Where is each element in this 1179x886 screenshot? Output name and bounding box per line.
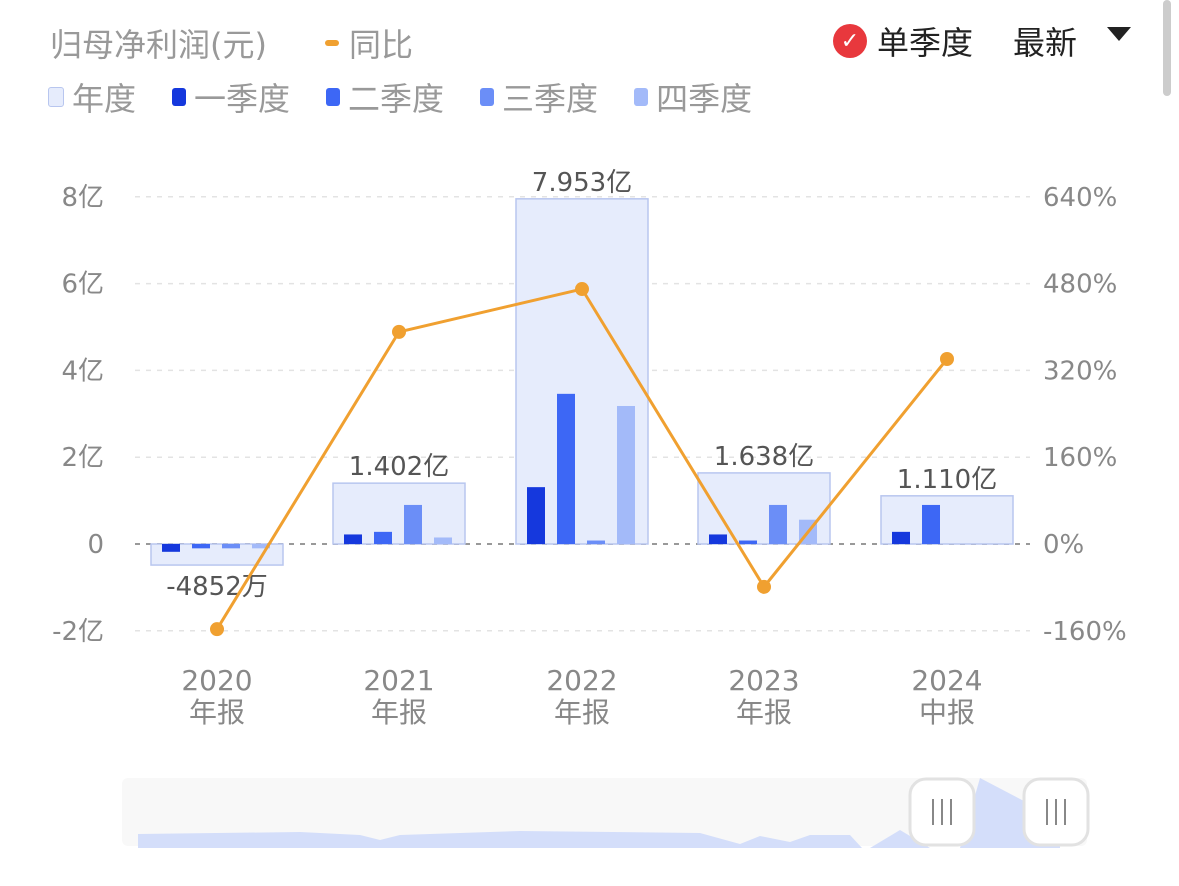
legend-item[interactable]: 年度 [48, 74, 136, 120]
y-right-tick-label: 640% [1043, 183, 1117, 213]
y-right-tick-label: 0% [1043, 530, 1084, 560]
single-quarter-toggle[interactable]: 单季度 [876, 24, 973, 62]
quarter-bar [527, 487, 545, 544]
yoy-point [210, 622, 224, 637]
x-tick-label: 2022 [546, 664, 617, 697]
x-tick-label: 2024 [911, 664, 982, 697]
quarter-bar [922, 504, 940, 544]
chart-title: 归母净利润(元) [50, 26, 267, 64]
legend-item[interactable]: 四季度 [634, 74, 752, 120]
quarter-bar [617, 405, 635, 544]
yoy-point [575, 282, 589, 297]
legend-swatch-icon [634, 88, 649, 106]
quarter-bar [162, 544, 180, 552]
legend-item[interactable]: 二季度 [326, 74, 444, 120]
x-tick-label: 2021 [363, 664, 434, 697]
x-tick-label: 年报 [736, 696, 792, 729]
yoy-point [940, 352, 954, 367]
x-tick-label: 中报 [919, 696, 975, 729]
legend-label: 二季度 [348, 80, 445, 118]
quarter-bar [557, 393, 575, 544]
legend-swatch-icon [480, 88, 495, 106]
line-swatch-icon [325, 40, 339, 46]
y-left-tick-label: 2亿 [61, 443, 104, 473]
quarter-bar [892, 531, 910, 544]
annual-data-label: 1.402亿 [349, 452, 449, 482]
controls: ✓ 单季度 最新 [832, 18, 1131, 64]
period-select[interactable]: 最新 [1012, 24, 1077, 62]
y-left-tick-label: -2亿 [52, 617, 104, 647]
annual-data-label: 1.110亿 [897, 465, 997, 495]
y-right-tick-label: 160% [1043, 443, 1117, 473]
legend-label: 年度 [72, 80, 137, 118]
legend-item[interactable]: 三季度 [480, 74, 598, 120]
yoy-point [392, 324, 406, 339]
quarter-bar [192, 544, 210, 549]
quarter-bar [769, 504, 787, 544]
legend-yoy[interactable]: 同比 [325, 20, 413, 66]
quarter-bar [587, 540, 605, 544]
range-slider[interactable] [122, 777, 1090, 848]
legend: 年度 一季度 二季度 三季度 四季度 [48, 74, 788, 120]
quarter-bar [709, 534, 727, 544]
legend-swatch-icon [48, 87, 64, 107]
quarter-bar [252, 544, 270, 549]
y-left-tick-label: 6亿 [61, 270, 104, 300]
legend-label: 一季度 [194, 80, 291, 118]
y-left-tick-label: 8亿 [61, 183, 104, 213]
y-left-tick-label: 4亿 [61, 356, 104, 386]
y-right-tick-label: 320% [1043, 356, 1117, 386]
check-icon[interactable]: ✓ [832, 24, 867, 58]
y-right-tick-label: -160% [1043, 617, 1127, 647]
quarter-bar [344, 534, 362, 544]
quarter-bar [434, 537, 452, 544]
x-tick-label: 年报 [554, 696, 610, 729]
legend-item[interactable]: 一季度 [172, 74, 290, 120]
x-tick-label: 2023 [728, 664, 799, 697]
legend-swatch-icon [172, 88, 187, 106]
x-tick-label: 年报 [189, 696, 245, 729]
y-left-tick-label: 0 [87, 530, 104, 560]
annual-data-label: 7.953亿 [532, 168, 632, 198]
legend-label: 四季度 [656, 80, 753, 118]
legend-swatch-icon [326, 88, 341, 106]
quarter-bar [404, 504, 422, 544]
y-right-tick-label: 480% [1043, 270, 1117, 300]
yoy-point [757, 579, 771, 594]
annual-data-label: 1.638亿 [714, 442, 814, 472]
annual-bar [150, 543, 284, 566]
quarter-bar [374, 531, 392, 544]
slider-track [122, 778, 1087, 846]
legend-yoy-label: 同比 [349, 26, 414, 64]
annual-bar [332, 482, 466, 545]
x-tick-label: 年报 [371, 696, 427, 729]
annual-data-label: -4852万 [166, 572, 268, 602]
scrollbar[interactable] [1163, 0, 1171, 96]
quarter-bar [739, 540, 757, 544]
dropdown-arrow-icon[interactable] [1107, 27, 1131, 41]
quarter-bar [222, 544, 240, 549]
x-tick-label: 2020 [181, 664, 252, 697]
legend-label: 三季度 [502, 80, 599, 118]
